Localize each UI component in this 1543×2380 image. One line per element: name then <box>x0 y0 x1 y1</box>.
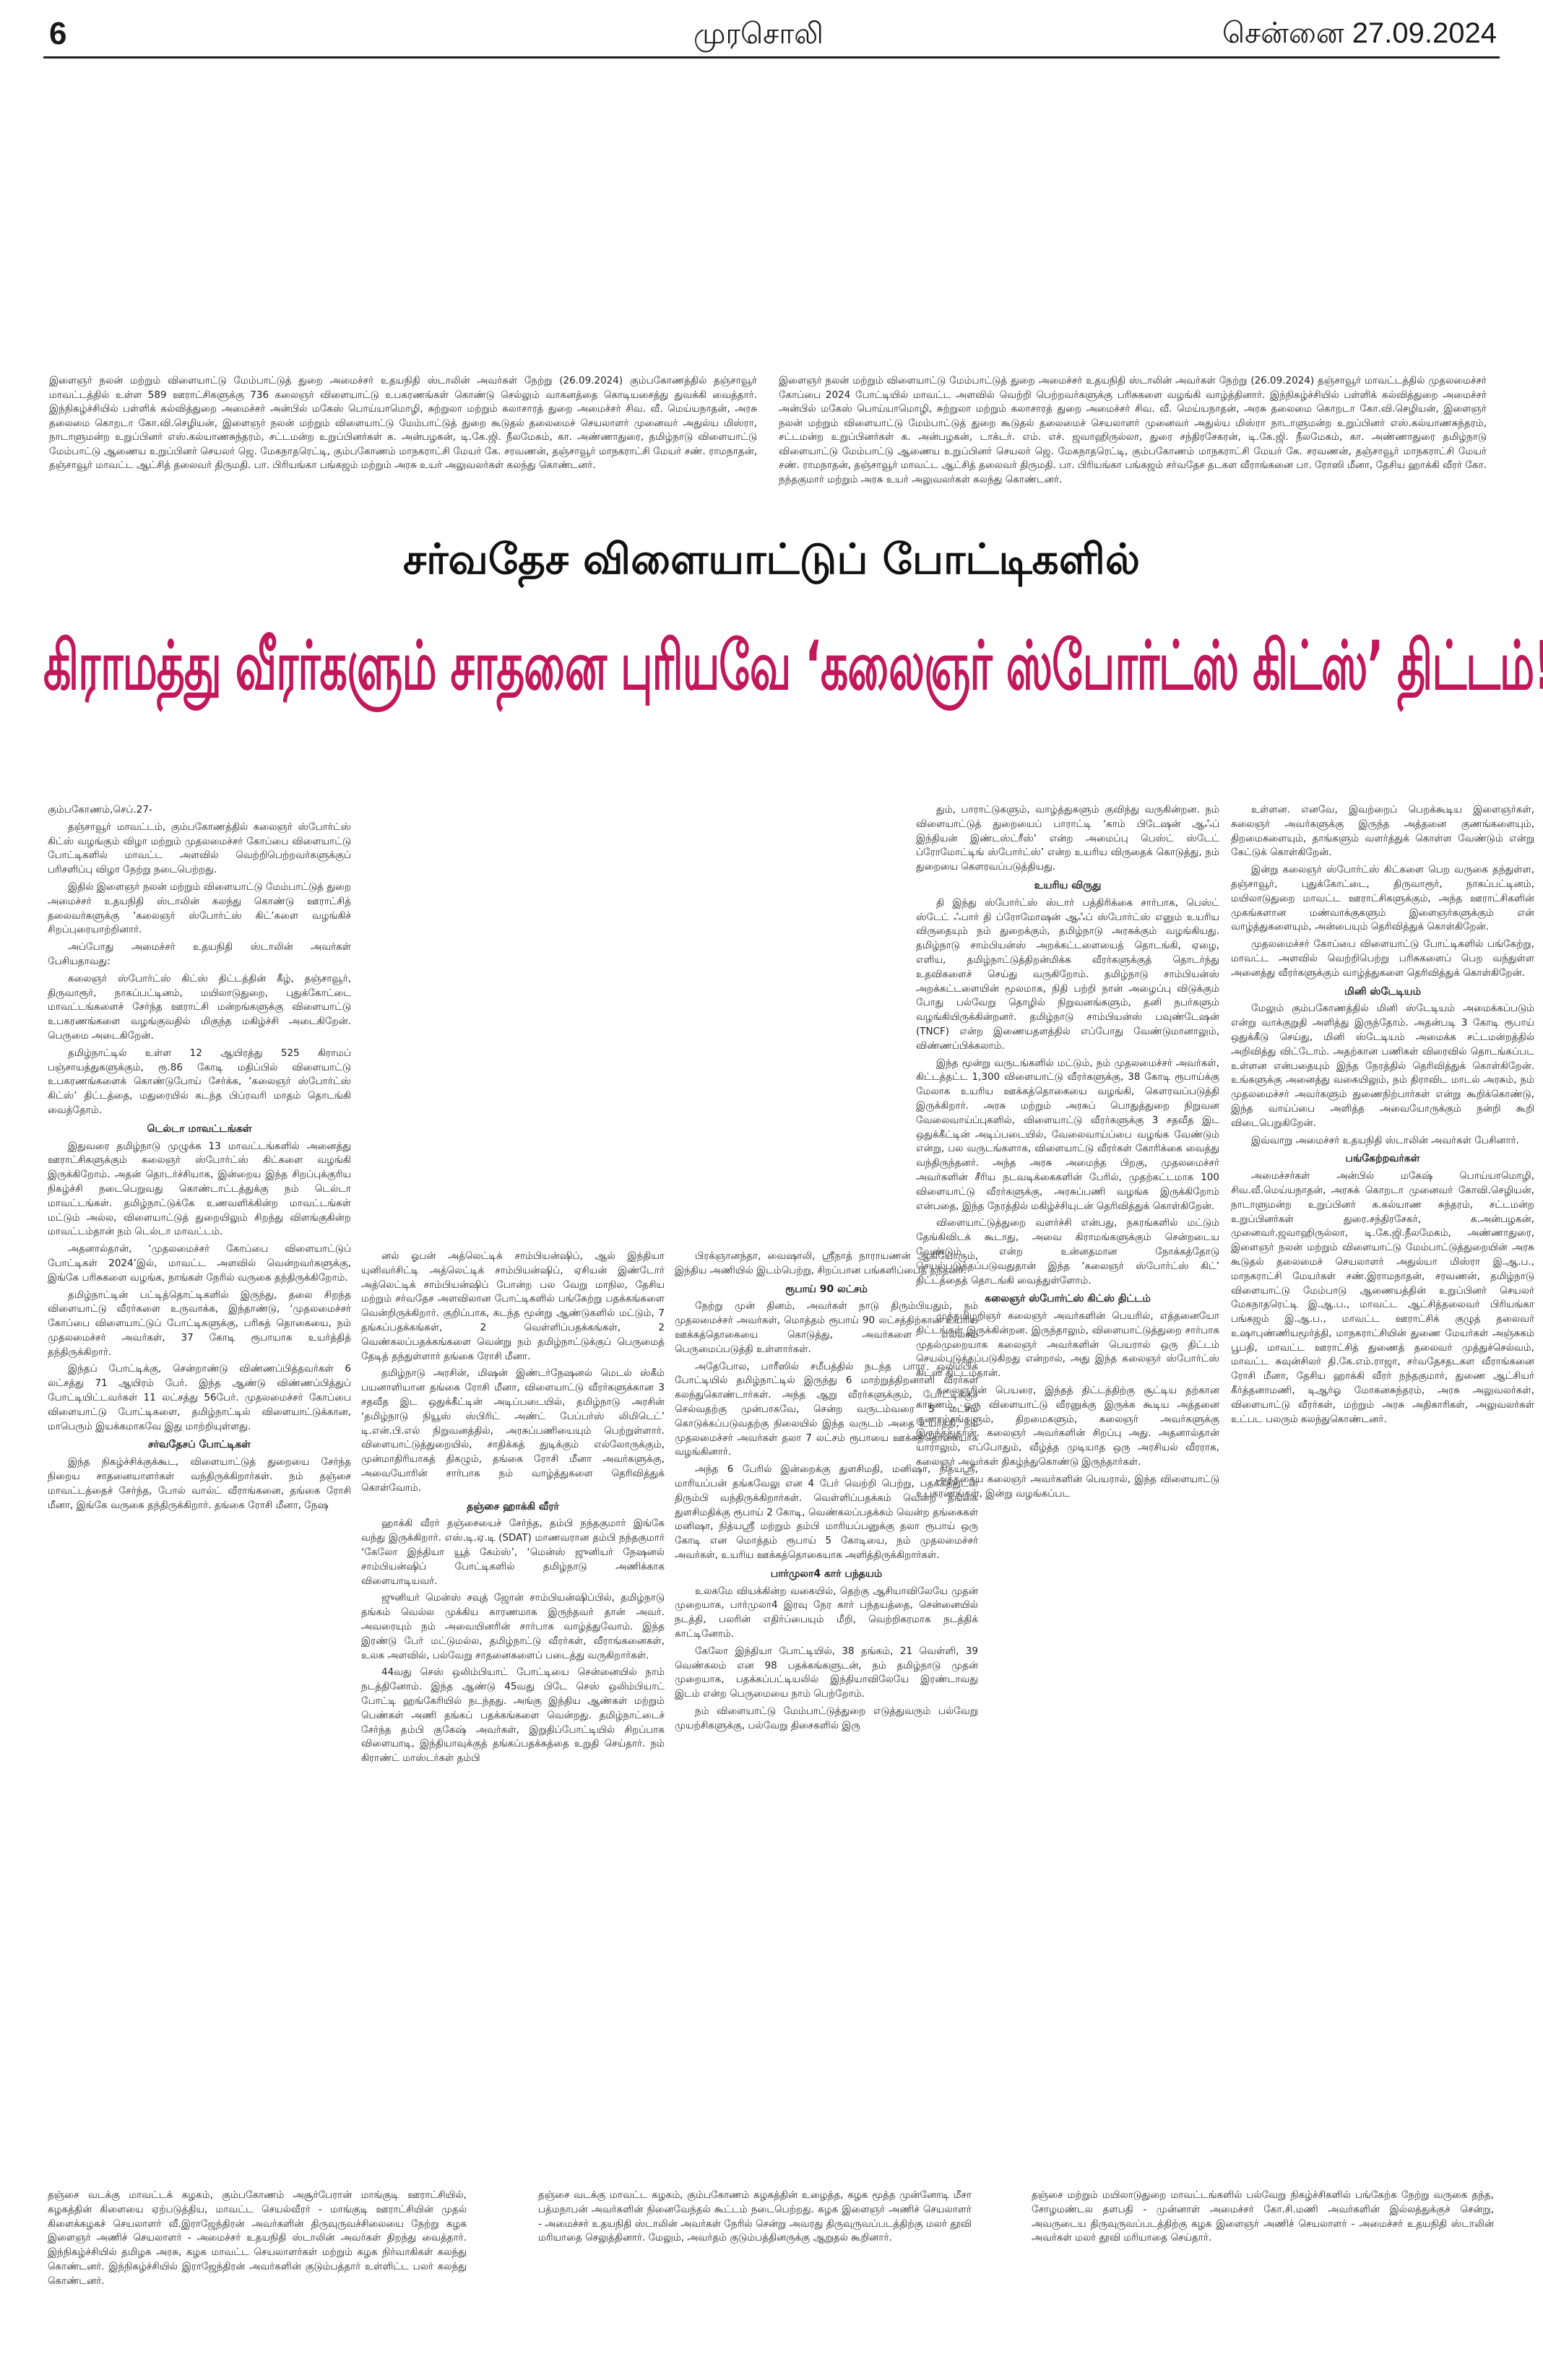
paragraph: முத்தமிழறிஞர் கலைஞர் அவர்களின் பெயரில், … <box>916 1310 1219 1380</box>
paragraph: உலகமே வியக்கின்ற வகையில், தெற்கு ஆசியாவி… <box>675 1585 978 1640</box>
paragraph: கலைஞரின் பெயரை, இந்தத் திட்டத்திற்கு சூட… <box>916 1385 1219 1468</box>
paragraph: னல் ஓபன் அத்லெட்டிக் சாம்பியன்ஷிப், ஆல் … <box>361 1250 665 1362</box>
paragraph: இந்தப் போட்டிக்கு, சென்றாண்டு விண்ணப்பித… <box>48 1363 351 1432</box>
paragraph: அதனால்தான், ‘முதலமைச்சர் கோப்பை விளையாட்… <box>48 1243 351 1284</box>
subheading: கலைஞர் ஸ்போர்ட்ஸ் கிட்ஸ் திட்டம் <box>985 1293 1151 1305</box>
subheading: பார்முலா4 கார் பந்தயம் <box>770 1567 883 1580</box>
paragraph: கேலோ இந்தியா போட்டியில், 38 தங்கம், 21 வ… <box>675 1645 978 1700</box>
paragraph: விளையாட்டுத்துறை வளர்ச்சி என்பது, நகரங்க… <box>916 1217 1219 1286</box>
subheading: தஞ்சை ஹாக்கி வீரர் <box>467 1500 559 1513</box>
subheading: பங்கேற்றவர்கள் <box>1345 1153 1420 1165</box>
article-column-3: பிரக்ஞானந்தா, வைஷாலி, ஸ்ரீநாத் நாராயணன் … <box>675 1250 978 1736</box>
subheading: உயரிய விருது <box>1034 879 1102 891</box>
subheading: ரூபாய் 90 லட்சம் <box>785 1283 868 1295</box>
photo-caption-right: இளைஞர் நலன் மற்றும் விளையாட்டு மேம்பாட்ட… <box>779 375 1487 485</box>
article-column-1: கும்பகோணம்,செப்.27- தஞ்சாவூர் மாவட்டம், க… <box>48 803 351 1515</box>
paragraph: ஜுனியர் மென்ஸ் சவுத் ஜோன் சாம்பியன்ஷிப்ப… <box>361 1592 665 1661</box>
paragraph: தஞ்சாவூர் மாவட்டம், கும்பகோணத்தில் கலைஞர… <box>48 821 351 876</box>
paragraph: இந்த மூன்று வருடங்களில் மட்டும், நம் முத… <box>916 1057 1219 1212</box>
kicker-headline: சர்வதேச விளையாட்டுப் போட்டிகளில் <box>402 535 1141 584</box>
masthead: முரசொலி <box>693 17 824 51</box>
paragraph: அதேபோல, பாரீஸில் சமீபத்தில் நடந்த பாரா ஒ… <box>675 1360 978 1458</box>
subheading: டெல்டா மாவட்டங்கள் <box>147 1122 252 1135</box>
footer-caption-3: தஞ்சை மற்றும் மயிலாடுதுறை மாவட்டங்களில் … <box>1032 2189 1494 2244</box>
subheading: மினி ஸ்டேடியம் <box>1344 985 1421 998</box>
paragraph: முதலமைச்சர் கோப்பை விளையாட்டு போட்டிகளில… <box>1231 938 1534 979</box>
paragraph: இதுவரை தமிழ்நாடு முழுக்க 13 மாவட்டங்களில… <box>48 1140 351 1238</box>
main-headline: கிராமத்து வீரர்களும் சாதனை புரியவே ‘கலைஞ… <box>43 627 1543 706</box>
paragraph: உள்ளன. எனவே, இவற்றைப் பெறக்கூடிய இளைஞர்க… <box>1231 804 1534 859</box>
paragraph: கும்பகோணம்,செப்.27- <box>48 804 152 815</box>
paragraph: ஹாக்கி வீரர் தஞ்சையைச் சேர்ந்த, தம்பி நந… <box>361 1518 665 1587</box>
paragraph: அமைச்சர்கள் அன்பில் மகேஷ் பொய்யாமொழி, சி… <box>1231 1170 1534 1425</box>
footer-caption-2: தஞ்சை வடக்கு மாவட்ட கழகம், கும்பகோணம் கழ… <box>538 2189 972 2244</box>
footer-caption-1: தஞ்சை வடக்கு மாவட்டக் கழகம், கும்பகோணம் … <box>48 2189 467 2287</box>
page-header: 6 முரசொலி சென்னை 27.09.2024 <box>0 0 1543 59</box>
paragraph: மேலும் கும்பகோணத்தில் மினி ஸ்டேடியம் அமை… <box>1231 1003 1534 1129</box>
issue-date: சென்னை 27.09.2024 <box>1222 17 1497 49</box>
paragraph: நேற்று முன் தினம், அவர்கள் நாடு திரும்பி… <box>675 1300 978 1355</box>
paragraph: அந்த 6 பேரில் இன்றைக்கு துளசிமதி, மனிஷா,… <box>675 1463 978 1561</box>
paragraph: இன்று கலைஞர் ஸ்போர்ட்ஸ் கிட்களை பெற வருக… <box>1231 864 1534 933</box>
article-column-4: தும், பாராட்டுகளும், வாழ்த்துகளும் குவிந… <box>916 803 1219 1504</box>
article-column-5: உள்ளன. எனவே, இவற்றைப் பெறக்கூடிய இளைஞர்க… <box>1231 803 1534 1429</box>
paragraph: தி இந்து ஸ்போர்ட்ஸ் ஸ்டார் பத்திரிக்கை ச… <box>916 896 1219 1052</box>
paragraph: தமிழ்நாட்டின் பட்டித்தொட்டிகளில் இருந்து… <box>48 1289 351 1358</box>
paragraph: இந்த நிகழ்ச்சிக்குக்கூட, விளையாட்டுத் து… <box>48 1456 351 1511</box>
paragraph: 44வது செஸ் ஒலிம்பியாட் போட்டியை சென்னையி… <box>361 1666 665 1765</box>
paragraph: அத்தகைய கலைஞர் அவர்களின் பெயரால், இந்த வ… <box>916 1473 1219 1500</box>
paragraph: பிரக்ஞானந்தா, வைஷாலி, ஸ்ரீநாத் நாராயணன் … <box>675 1250 978 1276</box>
paragraph: அப்போது அமைச்சர் உதயநிதி ஸ்டாலின் அவர்கள… <box>48 941 351 967</box>
paragraph: தமிழ்நாடு அரசின், மிஷன் இண்டர்நேஷனல் மெட… <box>361 1367 665 1494</box>
page-number: 6 <box>49 16 67 51</box>
paragraph: கலைஞர் ஸ்போர்ட்ஸ் கிட்ஸ் திட்டத்தின் கீழ… <box>48 972 351 1042</box>
header-rule <box>43 56 1500 59</box>
paragraph: இதில் இளைஞர் நலன் மற்றும் விளையாட்டு மேம… <box>48 880 351 936</box>
paragraph: நம் விளையாட்டு மேம்பாட்டுத்துறை எடுத்துவ… <box>675 1705 978 1731</box>
paragraph: இவ்வாறு அமைச்சர் உதயநிதி ஸ்டாலின் அவர்கள… <box>1251 1134 1519 1146</box>
paragraph: தும், பாராட்டுகளும், வாழ்த்துகளும் குவிந… <box>916 804 1219 873</box>
subheading: சர்வதேசப் போட்டிகள் <box>147 1439 251 1451</box>
paragraph: தமிழ்நாட்டில் உள்ள 12 ஆயிரத்து 525 கிராம… <box>48 1047 351 1116</box>
article-column-2: னல் ஓபன் அத்லெட்டிக் சாம்பியன்ஷிப், ஆல் … <box>361 1250 665 1769</box>
photo-caption-left: இளைஞர் நலன் மற்றும் விளையாட்டு மேம்பாட்ட… <box>49 375 757 471</box>
